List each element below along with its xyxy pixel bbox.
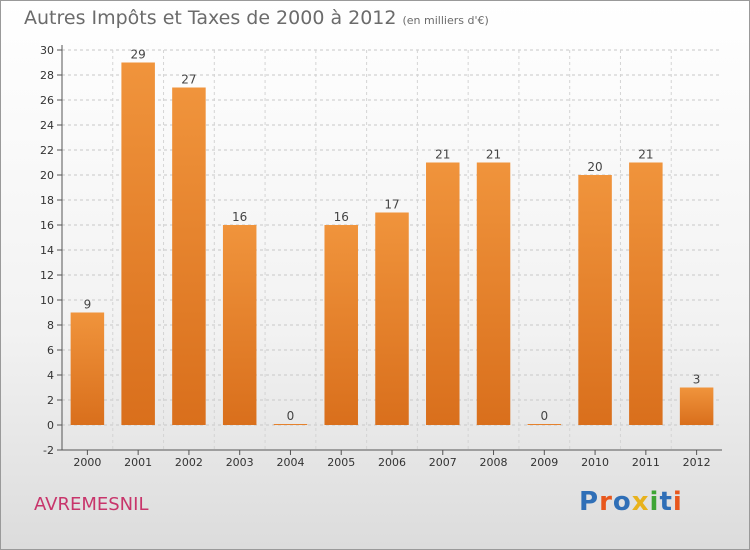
x-tick-label: 2002	[175, 456, 203, 469]
x-tick-label: 2012	[683, 456, 711, 469]
x-tick-label: 2001	[124, 456, 152, 469]
bar	[629, 162, 663, 425]
logo-letter: i	[649, 487, 660, 517]
x-tick-label: 2009	[530, 456, 558, 469]
data-label: 0	[540, 409, 548, 423]
x-tick-label: 2008	[480, 456, 508, 469]
y-tick-label: 20	[40, 169, 54, 182]
y-tick-label: 14	[40, 244, 54, 257]
y-tick-label: 28	[40, 69, 54, 82]
bars	[70, 62, 714, 425]
data-label: 17	[384, 198, 399, 212]
x-tick-label: 2000	[73, 456, 101, 469]
y-tick-label: -2	[43, 444, 54, 457]
y-tick-label: 22	[40, 144, 54, 157]
data-label: 20	[587, 160, 602, 174]
logo-letter: i	[672, 487, 683, 517]
data-label: 3	[693, 373, 701, 387]
bar	[679, 387, 714, 425]
y-tick-label: 2	[47, 394, 54, 407]
bar	[70, 312, 105, 425]
x-tick-label: 2010	[581, 456, 609, 469]
data-label: 16	[334, 210, 349, 224]
x-tick-label: 2007	[429, 456, 457, 469]
logo-letter: t	[659, 487, 673, 517]
data-label: 16	[232, 210, 247, 224]
data-label: 21	[486, 148, 501, 162]
data-label: 27	[181, 73, 196, 87]
x-tick-label: 2004	[276, 456, 304, 469]
x-tick-label: 2011	[632, 456, 660, 469]
y-tick-label: 18	[40, 194, 54, 207]
y-tick-label: 6	[47, 344, 54, 357]
proxiti-logo[interactable]: Proxiti	[579, 487, 683, 517]
y-tick-label: 16	[40, 219, 54, 232]
logo-letter: r	[599, 487, 613, 517]
y-tick-label: 8	[47, 319, 54, 332]
data-label: 9	[84, 298, 92, 312]
bar	[324, 225, 358, 425]
bar	[375, 212, 409, 425]
place-name: AVREMESNIL	[34, 494, 149, 515]
chart-unit: (en milliers d'€)	[402, 14, 489, 27]
y-tick-label: 10	[40, 294, 54, 307]
y-tick-label: 24	[40, 119, 54, 132]
x-tick-label: 2006	[378, 456, 406, 469]
y-tick-label: 30	[40, 44, 54, 57]
logo-letter: P	[579, 487, 600, 517]
bar	[527, 424, 562, 425]
y-tick-label: 0	[47, 419, 54, 432]
bar	[476, 162, 511, 425]
y-tick-label: 4	[47, 369, 54, 382]
data-labels: 9 29 27 16 0 16 17 21 21 0 20 21 3	[84, 48, 701, 424]
bar	[273, 424, 308, 425]
logo-letter: x	[631, 487, 650, 517]
data-label: 29	[131, 48, 146, 62]
logo-letter: o	[612, 487, 632, 517]
bar	[578, 175, 612, 425]
chart-title: Autres Impôts et Taxes de 2000 à 2012 (en…	[24, 7, 489, 29]
y-tick-label: 12	[40, 269, 54, 282]
chart-title-text: Autres Impôts et Taxes de 2000 à 2012	[24, 7, 397, 29]
bar	[222, 225, 257, 425]
bar	[121, 62, 155, 425]
bar	[426, 162, 460, 425]
data-label: 21	[435, 148, 450, 162]
bar	[172, 87, 206, 425]
data-label: 21	[638, 148, 653, 162]
x-tick-label: 2005	[327, 456, 355, 469]
data-label: 0	[287, 409, 295, 423]
y-tick-label: 26	[40, 94, 54, 107]
x-tick-label: 2003	[226, 456, 254, 469]
